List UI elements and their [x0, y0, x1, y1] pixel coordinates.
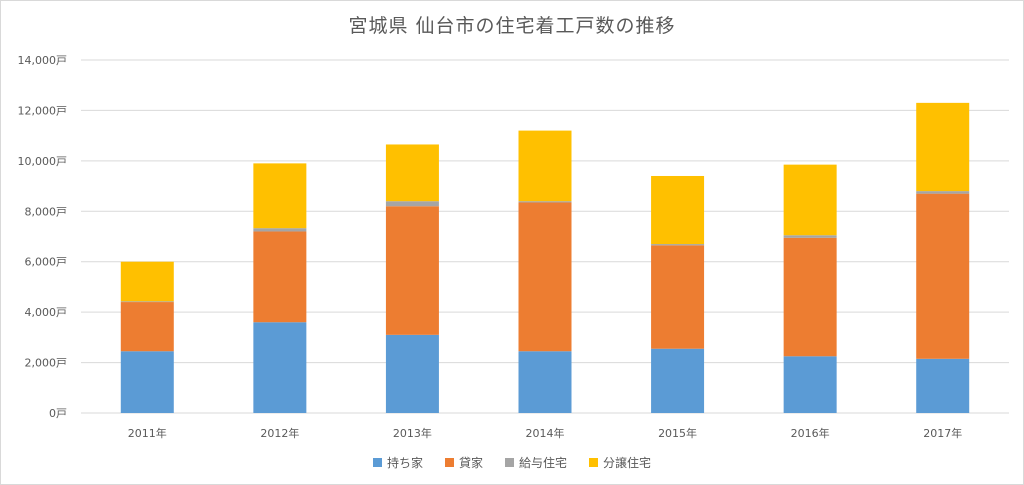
legend-swatch — [372, 458, 382, 467]
legend-label: 持ち家 — [386, 456, 423, 470]
bar-segment — [253, 163, 307, 229]
legend-item: 給与住宅 — [505, 454, 567, 471]
bar-segment — [385, 334, 439, 413]
x-tick-label: 2017年 — [923, 426, 962, 440]
x-tick-label: 2016年 — [791, 426, 830, 440]
y-tick-label: 8,000戸 — [25, 205, 68, 218]
y-tick-label: 0戸 — [49, 407, 67, 420]
bar-stacks — [120, 102, 970, 413]
legend-item: 持ち家 — [372, 454, 423, 471]
legend-swatch — [589, 458, 599, 467]
x-tick-labels: 2011年 2012年 2013年 2014年 2015年 2016年 2017年 — [128, 426, 962, 440]
x-tick-label: 2012年 — [260, 426, 299, 440]
legend-label: 給与住宅 — [519, 456, 568, 470]
bar-segment — [651, 348, 705, 413]
chart-title: 宮城県 仙台市の住宅着工戸数の推移 — [348, 15, 676, 37]
bar-segment — [518, 202, 572, 352]
y-tick-label: 14,000戸 — [18, 54, 68, 67]
bar-segment — [783, 356, 837, 413]
bar-segment — [651, 175, 705, 245]
legend-item: 貸家 — [444, 454, 483, 471]
bar-segment — [385, 144, 439, 202]
bar-segment — [120, 351, 174, 413]
bar-segment — [120, 302, 174, 352]
y-tick-label: 10,000戸 — [18, 155, 68, 168]
bar-segment — [651, 245, 705, 349]
y-tick-label: 6,000戸 — [25, 256, 68, 269]
bar-segment — [916, 102, 970, 192]
bar-segment — [518, 351, 572, 413]
legend-swatch — [505, 458, 514, 467]
bar-segment — [253, 322, 307, 413]
bar-segment — [253, 231, 307, 323]
legend-item: 分譲住宅 — [589, 454, 651, 471]
y-tick-labels: 0戸 2,000戸 4,000戸 6,000戸 8,000戸 10,000戸 12,000戸… — [18, 54, 68, 420]
bar-segment — [385, 201, 439, 207]
bar-segment — [916, 358, 970, 413]
bar-segment — [783, 235, 837, 238]
x-tick-label: 2013年 — [393, 426, 432, 440]
chart-plot: 0戸 2,000戸 4,000戸 6,000戸 8,000戸 10,000戸 12,000戸… — [18, 54, 1009, 440]
y-tick-label: 2,000戸 — [25, 357, 68, 370]
bar-segment — [385, 206, 439, 335]
bar-segment — [783, 164, 837, 236]
bar-segment — [518, 130, 572, 202]
legend: 持ち家 貸家 給与住宅 分譲住宅 — [1, 454, 1023, 471]
bar-segment — [120, 301, 174, 303]
x-tick-label: 2014年 — [526, 426, 565, 440]
x-tick-label: 2015年 — [658, 426, 697, 440]
bar-segment — [253, 228, 307, 232]
bar-segment — [518, 201, 572, 203]
bar-segment — [916, 193, 970, 359]
bar-segment — [783, 237, 837, 357]
x-tick-label: 2011年 — [128, 426, 167, 440]
bar-segment — [916, 191, 970, 194]
legend-label: 分譲住宅 — [603, 456, 652, 470]
y-tick-label: 4,000戸 — [25, 306, 68, 319]
bar-segment — [120, 261, 174, 302]
bar-segment — [651, 244, 705, 246]
legend-swatch — [444, 458, 454, 467]
legend-label: 貸家 — [458, 456, 483, 470]
y-tick-label: 12,000戸 — [18, 104, 68, 117]
